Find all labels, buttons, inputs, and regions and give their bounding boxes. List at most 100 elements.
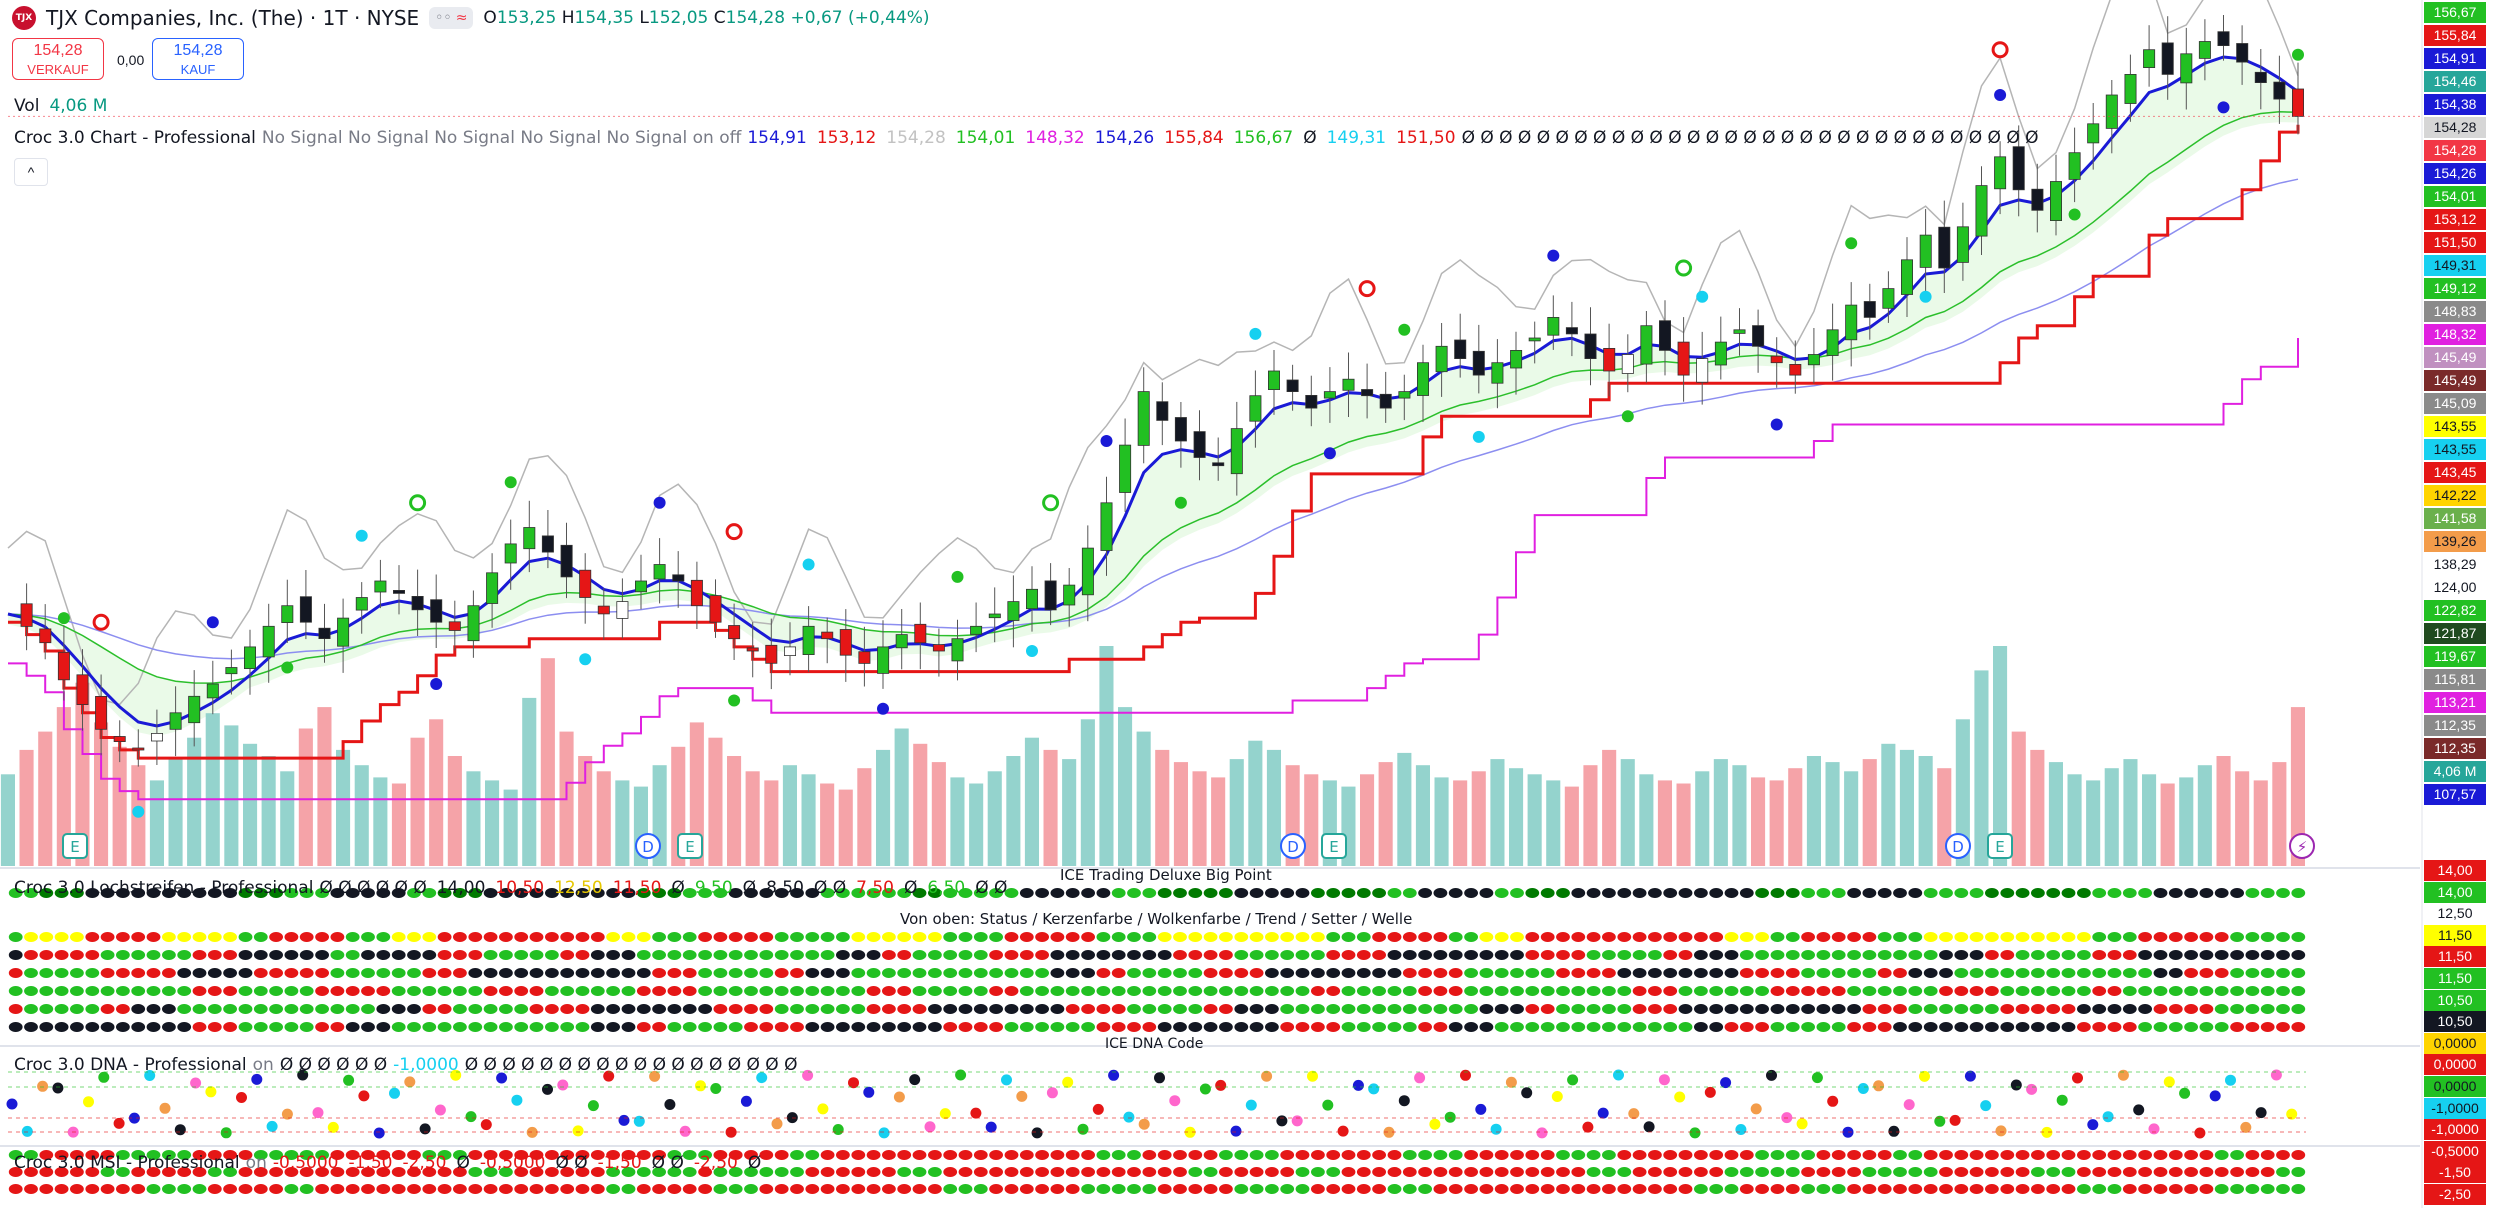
candle-down [1565,327,1578,335]
oscillator-axis-label: 10,50 [2424,989,2486,1011]
strip-dot [621,986,636,996]
strip-dot [820,986,835,996]
change-value: +0,67 (+0,44%) [790,8,930,28]
candle-up [150,733,163,742]
msi-legend[interactable]: Croc 3.0 MSI - Professional on -0,5000 -1… [14,1153,761,1173]
strip-dot [407,1150,421,1160]
strip-dot [590,932,605,942]
dna-dot [1536,1127,1548,1139]
candle-up [1323,391,1336,399]
strip-dot [2260,1167,2275,1177]
strip-dot [606,1184,620,1194]
strip-dot [2214,1167,2229,1177]
candle-up [1640,325,1653,365]
symbol-title[interactable]: TJX Companies, Inc. (The) · 1T · NYSE [46,6,420,30]
strip-dot [1648,1004,1662,1014]
ohlc-readout: O153,25 H154,35 L152,05 C154,28 +0,67 (+… [483,8,929,28]
volume-bar [1899,749,1914,866]
volume-legend[interactable]: Vol 4,06 M [14,96,107,116]
dna-name: Croc 3.0 DNA - Professional [14,1055,247,1075]
strip-dot [698,1004,712,1014]
buy-button[interactable]: 154,28 KAUF [152,38,244,80]
strip-dot [2122,888,2137,898]
strip-dot [514,968,529,978]
strip-dot [315,1004,329,1014]
strip-dot [1050,1167,1065,1177]
strip-dot [1035,1022,1049,1032]
strip-dot [1893,1004,1907,1014]
strip-dot [1111,1167,1126,1177]
sell-button[interactable]: 154,28 VERKAUF [12,38,104,80]
strip-dot [1050,1022,1065,1032]
main-indicator-legend[interactable]: Croc 3.0 Chart - Professional No Signal … [14,128,2038,148]
volume-bar [1751,777,1766,866]
strip-dot [1326,1167,1341,1177]
strip-dot [1816,968,1831,978]
strip-dot [851,932,866,942]
dna-dot [1964,1070,1976,1082]
lochstreifen-value-11: Ø [903,878,918,898]
strip-dot [1831,1022,1846,1032]
strip-dot [1847,986,1861,996]
strip-dot [100,986,115,996]
strip-dot [177,888,192,898]
strip-dot [882,986,896,996]
strip-dot [1265,1022,1279,1032]
strip-dot [1877,1150,1892,1160]
signal-dot [355,529,368,542]
strip-dot [698,1167,712,1177]
strip-dot [1004,932,1019,942]
dna-dot [21,1125,33,1137]
strip-dot [590,1022,605,1032]
strip-dot [1464,986,1478,996]
volume-bar [1657,780,1672,866]
strip-dot [667,1022,682,1032]
strip-dot [499,1150,513,1160]
strip-dot [2276,950,2290,960]
volume-bar [1546,780,1561,866]
strip-dot [1387,932,1402,942]
volume-bar [2067,774,2082,866]
dna-dot [1888,1125,1900,1137]
strip-dot [1203,950,1218,960]
strip-dot [698,888,712,898]
indicator-chip[interactable]: ◦◦ ≈ [429,7,474,29]
strip-dot [2245,888,2260,898]
strip-dot [345,1184,360,1194]
collapse-legend-button[interactable]: ^ [14,158,48,186]
volume-bar [2179,777,2194,866]
strip-dot [912,968,927,978]
strip-dot [774,1004,789,1014]
strip-dot [1280,986,1295,996]
strip-dot [928,1167,942,1177]
volume-bar [187,737,202,866]
dna-dot [1720,1077,1732,1089]
lochstreifen-legend[interactable]: Croc 3.0 Lochstreifen - Professional Ø Ø… [14,878,1007,898]
volume-bar [2160,783,2175,866]
strip-dot [1004,1167,1019,1177]
candle-up [1696,358,1709,383]
strip-dot [177,986,192,996]
strip-dot [1893,1167,1907,1177]
strip-dot [361,932,375,942]
strip-dot [575,1167,590,1177]
strip-dot [912,932,927,942]
strip-dot [1326,1022,1341,1032]
strip-dot [1173,932,1187,942]
strip-dot [1847,932,1861,942]
dna-dot [1949,1114,1961,1126]
strip-dot [621,1184,636,1194]
price-axis-label: 121,87 [2424,623,2486,644]
strip-dot [590,968,605,978]
dna-legend[interactable]: Croc 3.0 DNA - Professional on Ø Ø Ø Ø Ø… [14,1055,797,1075]
strip-dot [774,968,789,978]
strip-dot [560,968,575,978]
strip-dot [1142,1150,1157,1160]
strip-dot [1479,968,1494,978]
strip-dot [146,968,161,978]
strip-dot [2153,932,2168,942]
candle-down [728,625,741,640]
volume-bar [112,746,127,866]
strip-dot [1311,968,1325,978]
